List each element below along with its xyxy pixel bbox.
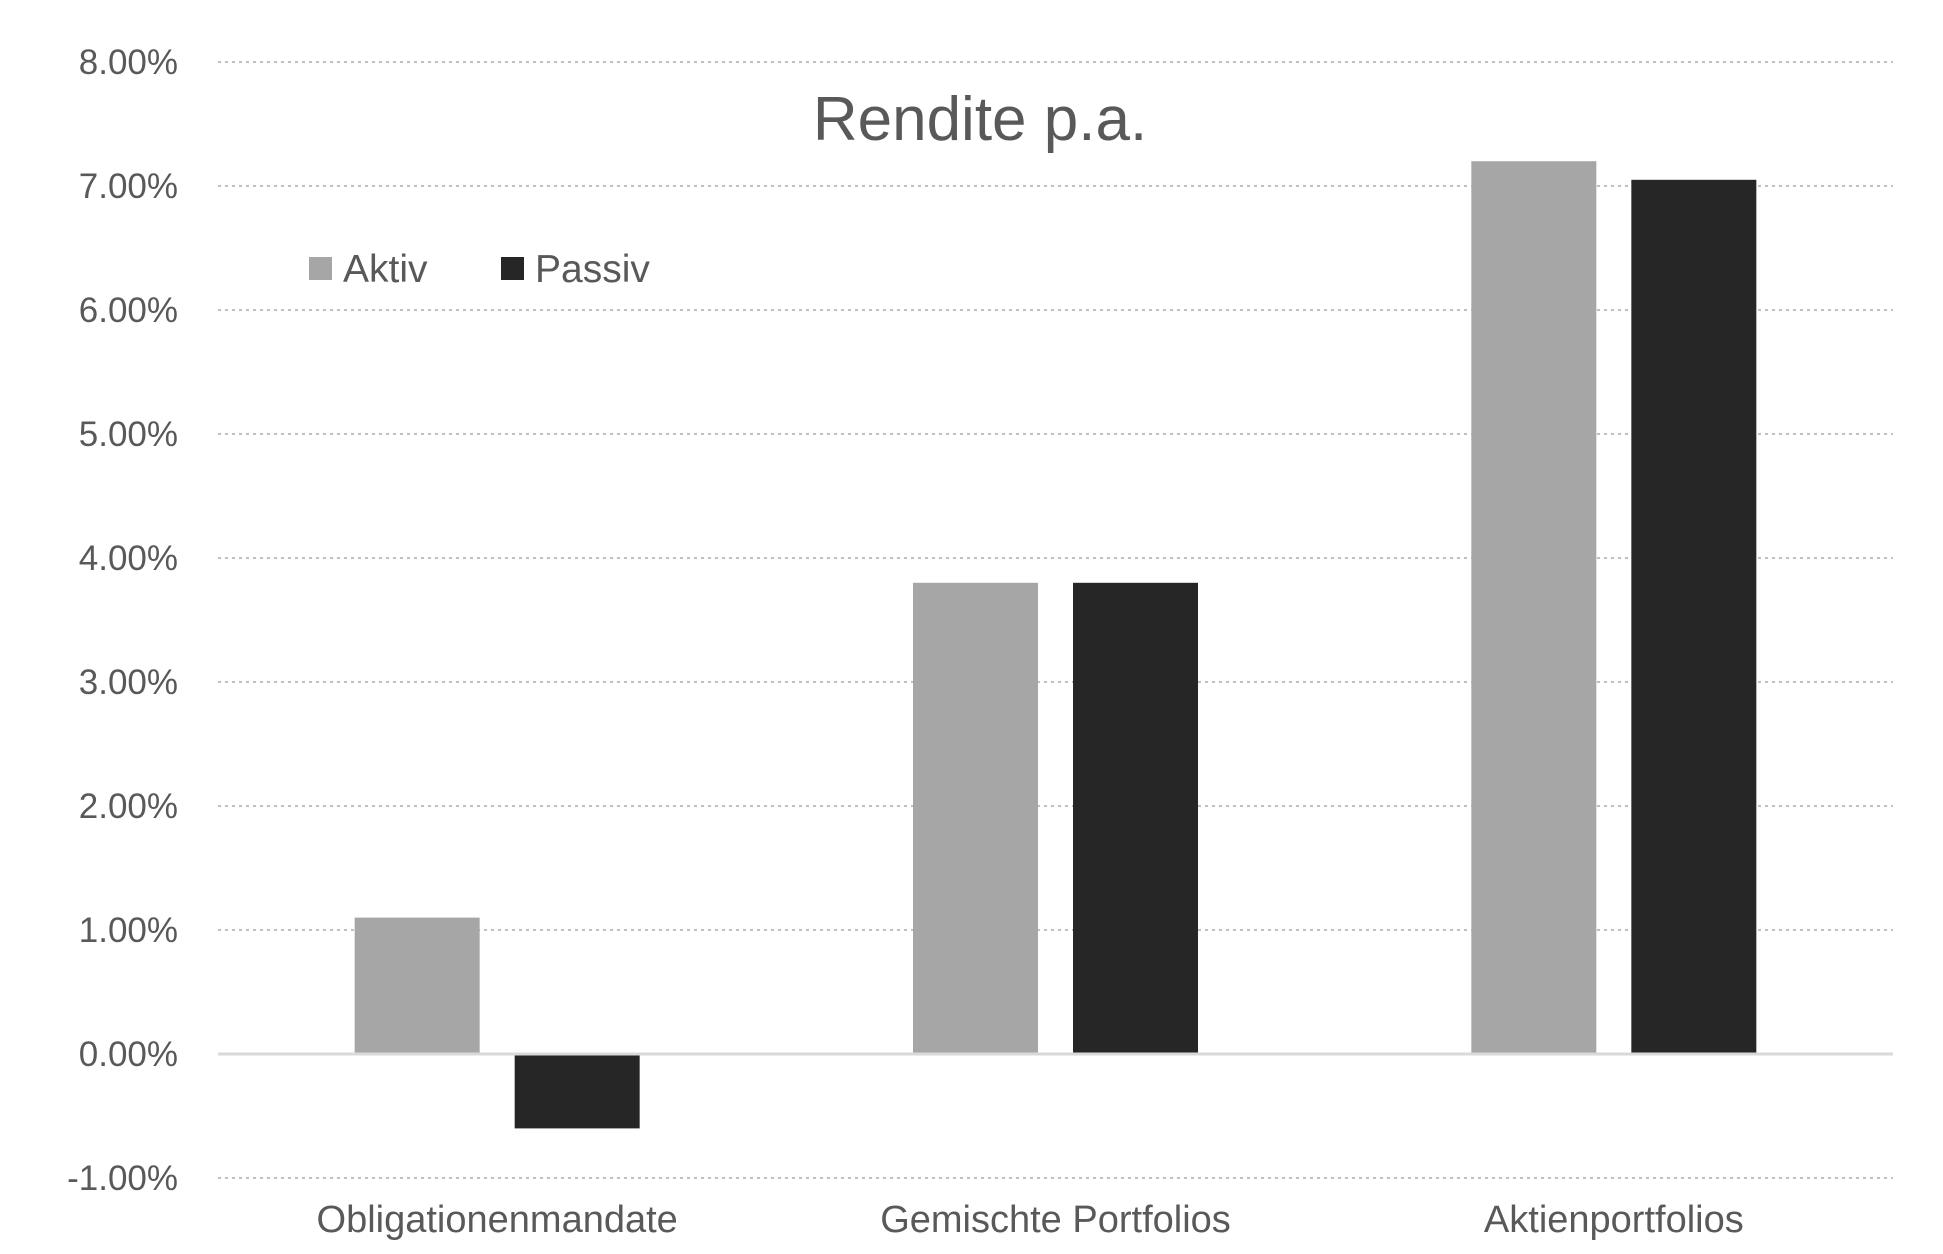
legend-label-aktiv: Aktiv — [343, 248, 428, 291]
legend-swatch-aktiv — [309, 257, 332, 280]
y-tick-label: 3.00% — [79, 663, 178, 702]
bar-aktiv — [913, 582, 1038, 1054]
legend-label-passiv: Passiv — [535, 248, 650, 291]
x-category-label: Aktienportfolios — [1484, 1199, 1744, 1241]
y-tick-label: 8.00% — [79, 43, 178, 82]
chart-title: Rendite p.a. — [813, 85, 1147, 154]
y-tick-label: 4.00% — [79, 539, 178, 578]
bar-passiv — [1631, 179, 1757, 1055]
legend-swatch-passiv — [501, 257, 524, 280]
bar-passiv — [1073, 582, 1198, 1054]
y-axis-ticks: -1.00% 0.00% 1.00% 2.00% 3.00% 4.00% 5.00% 6.00… — [67, 43, 178, 1198]
y-tick-label: 0.00% — [79, 1035, 178, 1074]
bar-aktiv — [1471, 161, 1597, 1054]
bar-passiv — [514, 1054, 640, 1129]
gridlines — [218, 61, 1893, 1179]
x-category-label: Gemischte Portfolios — [880, 1199, 1231, 1241]
y-tick-label: 5.00% — [79, 415, 178, 454]
y-tick-label: 1.00% — [79, 911, 178, 950]
bars — [354, 161, 1757, 1129]
x-category-label: Obligationenmandate — [317, 1199, 678, 1241]
legend: Aktiv Passiv — [309, 248, 650, 291]
bar-aktiv — [354, 917, 480, 1054]
y-tick-label: 2.00% — [79, 787, 178, 826]
x-axis-categories: Obligationenmandate Gemischte Portfolios A… — [317, 1199, 1744, 1241]
y-tick-label: 6.00% — [79, 291, 178, 330]
y-tick-label: -1.00% — [67, 1159, 178, 1198]
y-tick-label: 7.00% — [79, 167, 178, 206]
